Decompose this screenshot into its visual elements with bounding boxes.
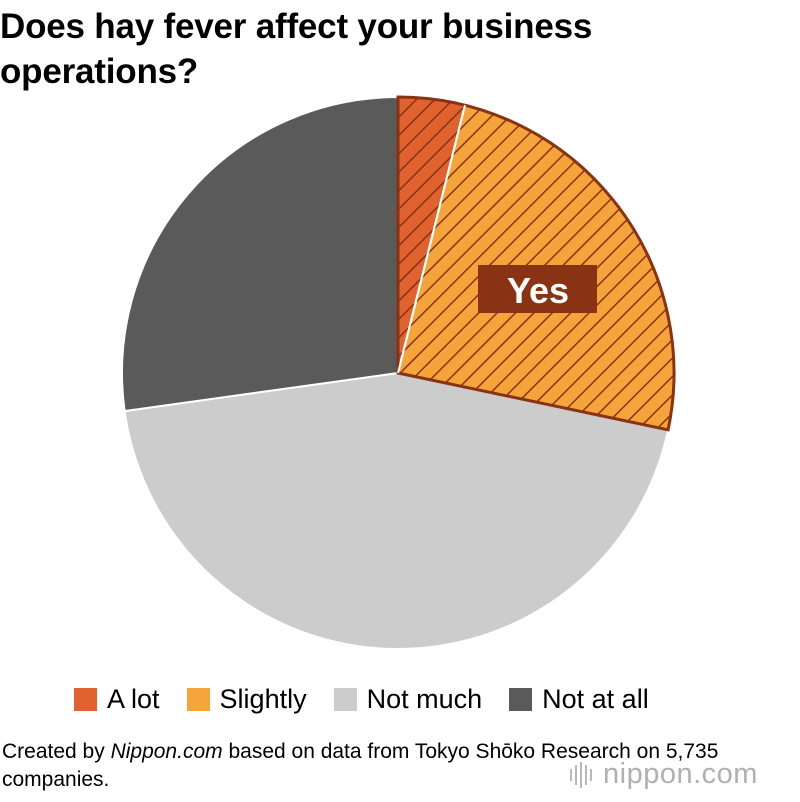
legend-label: A lot	[107, 684, 160, 714]
legend-swatch	[74, 688, 97, 711]
slice-divider	[397, 105, 466, 374]
nippon-logo: nippon.com	[570, 758, 758, 791]
chart-title: Does hay fever affect your business oper…	[0, 7, 593, 91]
yes-annotation: Yes	[478, 265, 597, 313]
legend-item-not-much: Not much	[333, 684, 483, 715]
legend-item-not-at-all: Not at all	[509, 684, 649, 715]
legend-label: Slightly	[219, 684, 307, 714]
yes-group-outline	[396, 95, 676, 432]
legend-swatch	[186, 688, 210, 711]
legend-item-slightly: Slightly	[186, 684, 307, 715]
slice-not-much	[123, 371, 670, 650]
legend-label: Not much	[366, 684, 483, 714]
logo-text: nippon.com	[603, 758, 758, 790]
legend-item-a-lot: A lot	[74, 684, 160, 715]
legend-label: Not at all	[542, 684, 649, 714]
source-prefix: Created by	[2, 740, 111, 763]
legend-swatch	[333, 688, 357, 711]
source-site: Nippon.com	[110, 740, 223, 763]
legend: A lot Slightly Not much Not at all	[74, 684, 649, 715]
legend-swatch	[509, 688, 533, 711]
source-suffix: based on data from Tokyo Shōko Research …	[2, 740, 719, 791]
source-note: Created by Nippon.com based on data from…	[2, 738, 800, 794]
yes-label: Yes	[507, 270, 569, 311]
logo-bars-icon	[570, 761, 595, 788]
slice-not-at-all	[121, 95, 399, 413]
